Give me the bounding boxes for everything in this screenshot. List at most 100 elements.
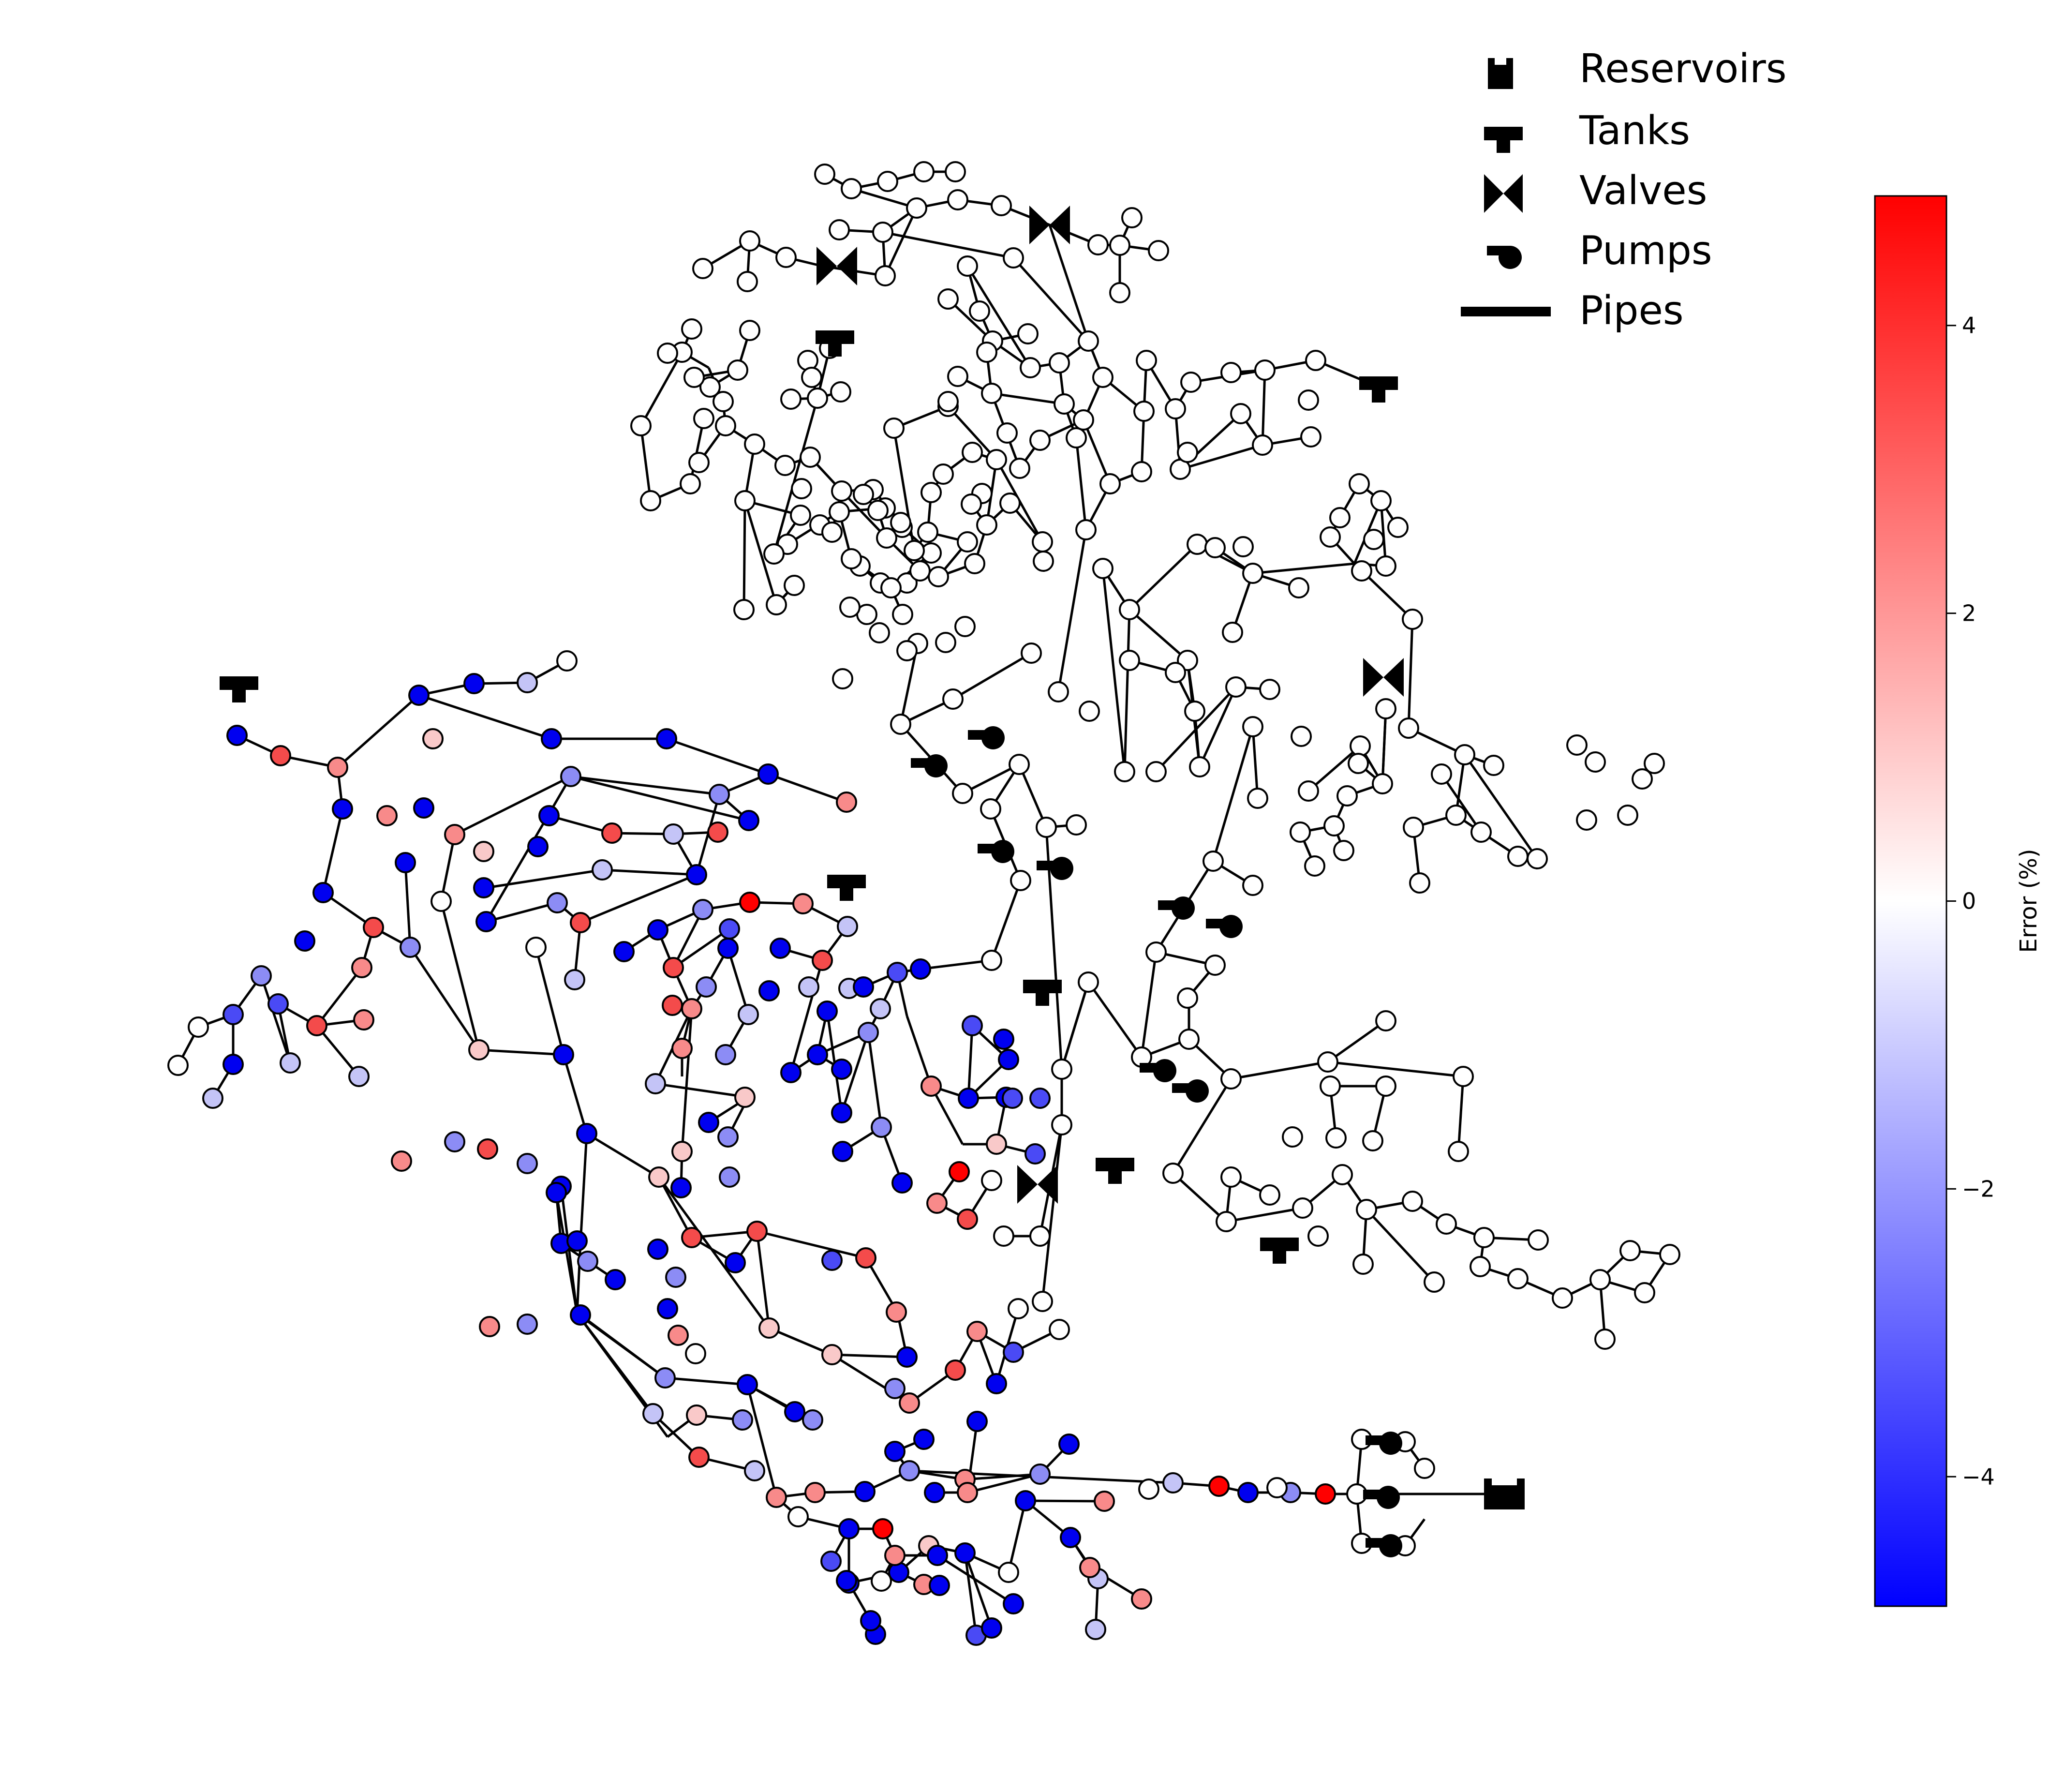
pipe bbox=[772, 398, 819, 554]
junction-node bbox=[770, 938, 791, 959]
junction-node bbox=[640, 490, 661, 511]
junction-node bbox=[884, 1378, 906, 1399]
junction-node bbox=[479, 1316, 500, 1337]
tank-icon bbox=[1359, 376, 1398, 403]
junction-node bbox=[821, 1344, 843, 1365]
junction-node bbox=[734, 490, 756, 511]
junction-node bbox=[1254, 359, 1276, 381]
junction-node bbox=[1029, 1088, 1051, 1109]
junction-node bbox=[1402, 609, 1423, 630]
junction-node bbox=[829, 501, 850, 523]
junction-node bbox=[871, 1117, 892, 1138]
colorbar-tick-label: 2 bbox=[1962, 600, 1976, 627]
junction-node bbox=[836, 1570, 857, 1591]
junction-node bbox=[468, 1039, 490, 1060]
junction-node bbox=[1329, 507, 1351, 528]
pipe bbox=[930, 1085, 964, 1145]
junction-node bbox=[952, 783, 973, 804]
junction-node bbox=[566, 1230, 588, 1252]
junction-node bbox=[853, 976, 874, 998]
tank-icon bbox=[1260, 1238, 1299, 1264]
pipe bbox=[576, 1313, 654, 1415]
junction-node bbox=[804, 1482, 826, 1503]
pipe bbox=[486, 868, 603, 889]
junction-node bbox=[800, 447, 821, 468]
junction-node bbox=[713, 391, 734, 412]
pipe bbox=[586, 1132, 660, 1179]
junction-node bbox=[1375, 698, 1396, 719]
pipes-layer bbox=[177, 170, 1671, 1636]
junction-node bbox=[981, 1617, 1002, 1639]
junction-node bbox=[935, 632, 956, 653]
junction-node bbox=[1051, 1114, 1072, 1135]
junction-node bbox=[1078, 330, 1099, 352]
junction-node bbox=[463, 673, 485, 694]
junction-node bbox=[1216, 1211, 1237, 1232]
junction-node bbox=[1576, 809, 1597, 831]
pipe bbox=[966, 265, 1032, 369]
junction-node bbox=[1109, 282, 1130, 303]
junction-node bbox=[630, 415, 652, 436]
junction-node bbox=[831, 1102, 852, 1123]
pipe bbox=[657, 1176, 771, 1329]
junction-node bbox=[306, 1015, 327, 1036]
junction-node bbox=[1259, 679, 1280, 700]
junction-node bbox=[348, 1066, 370, 1087]
junction-node bbox=[899, 1460, 920, 1481]
pipe bbox=[1101, 568, 1126, 772]
junction-node bbox=[933, 463, 954, 485]
pipe bbox=[789, 960, 824, 1073]
junction-node bbox=[1099, 473, 1121, 494]
pipe bbox=[841, 490, 888, 539]
components-layer bbox=[220, 206, 1525, 1557]
junction-node bbox=[1237, 1482, 1259, 1503]
legend-item-valves: Valves bbox=[1484, 168, 1707, 214]
legend-item-reservoirs: Reservoirs bbox=[1488, 46, 1787, 92]
junction-node bbox=[821, 522, 843, 543]
junction-node bbox=[1362, 1130, 1383, 1151]
junction-node bbox=[1162, 1163, 1184, 1184]
junction-node bbox=[1138, 1478, 1159, 1500]
junction-node bbox=[1370, 490, 1392, 511]
junction-node bbox=[924, 1482, 945, 1503]
junction-node bbox=[1015, 1490, 1036, 1511]
junction-node bbox=[1003, 1342, 1024, 1363]
junction-node bbox=[986, 1134, 1007, 1155]
pipe bbox=[1128, 543, 1198, 611]
pump-icon bbox=[1379, 1432, 1402, 1455]
colorbar-tick-label: 0 bbox=[1962, 888, 1976, 914]
junction-node bbox=[957, 255, 978, 277]
junction-node bbox=[869, 622, 890, 643]
junction-node bbox=[1659, 1244, 1680, 1265]
colorbar-label: Error (%) bbox=[2015, 849, 2042, 953]
pipe bbox=[1380, 500, 1387, 567]
junction-node bbox=[792, 893, 814, 914]
junction-node bbox=[1220, 1166, 1242, 1188]
junction-node bbox=[814, 164, 835, 185]
junction-node bbox=[976, 342, 997, 363]
pipe bbox=[404, 862, 412, 948]
pipe bbox=[337, 694, 420, 768]
junction-node bbox=[1363, 529, 1384, 550]
junction-node bbox=[613, 941, 635, 962]
junction-node bbox=[981, 383, 1002, 404]
junction-node bbox=[1589, 1269, 1611, 1290]
junction-node bbox=[577, 1251, 598, 1272]
pipe bbox=[967, 1025, 974, 1099]
junction-node bbox=[1320, 526, 1341, 548]
junction-node bbox=[855, 1247, 876, 1269]
junction-node bbox=[1073, 409, 1094, 431]
junction-node bbox=[1507, 846, 1529, 867]
junction-node bbox=[913, 1429, 935, 1450]
junction-node bbox=[1634, 1282, 1655, 1303]
junction-node bbox=[1020, 357, 1041, 378]
legend-label-tanks: Tanks bbox=[1579, 108, 1690, 154]
pipe bbox=[454, 775, 572, 836]
junction-node bbox=[642, 1403, 664, 1424]
junction-node bbox=[991, 195, 1012, 216]
pipe bbox=[639, 351, 683, 427]
pipe bbox=[579, 1133, 588, 1244]
junction-node bbox=[1189, 756, 1210, 777]
junction-node bbox=[351, 957, 372, 978]
junction-node bbox=[1145, 941, 1167, 963]
